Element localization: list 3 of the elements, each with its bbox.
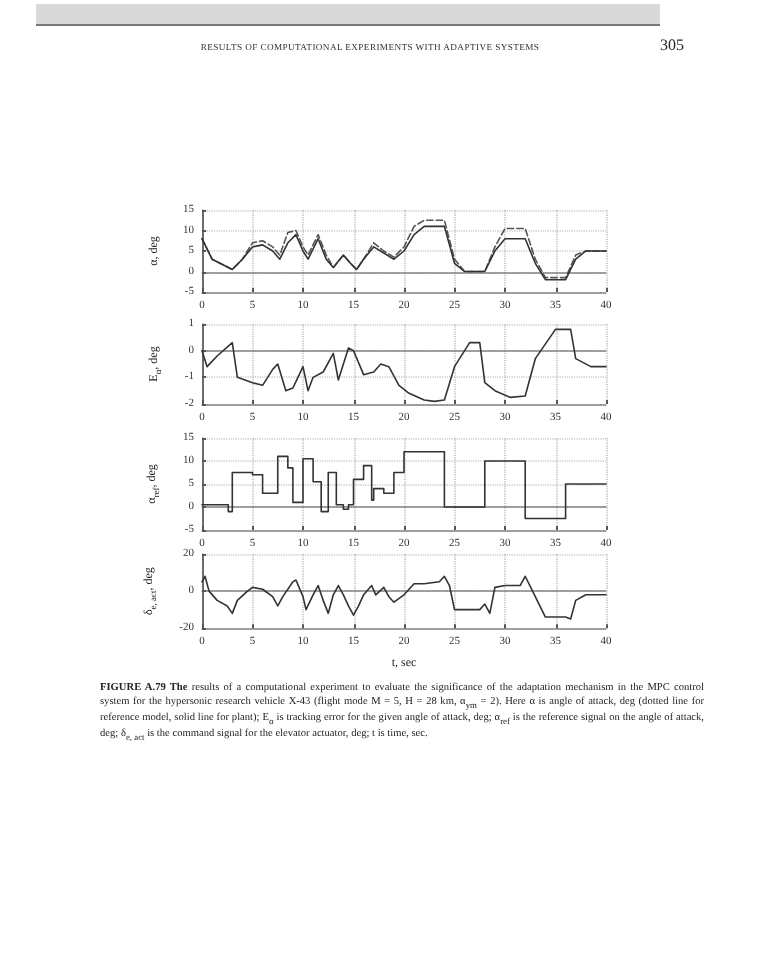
line-series	[201, 328, 607, 403]
line-series	[201, 575, 607, 620]
text: 305	[660, 36, 684, 54]
